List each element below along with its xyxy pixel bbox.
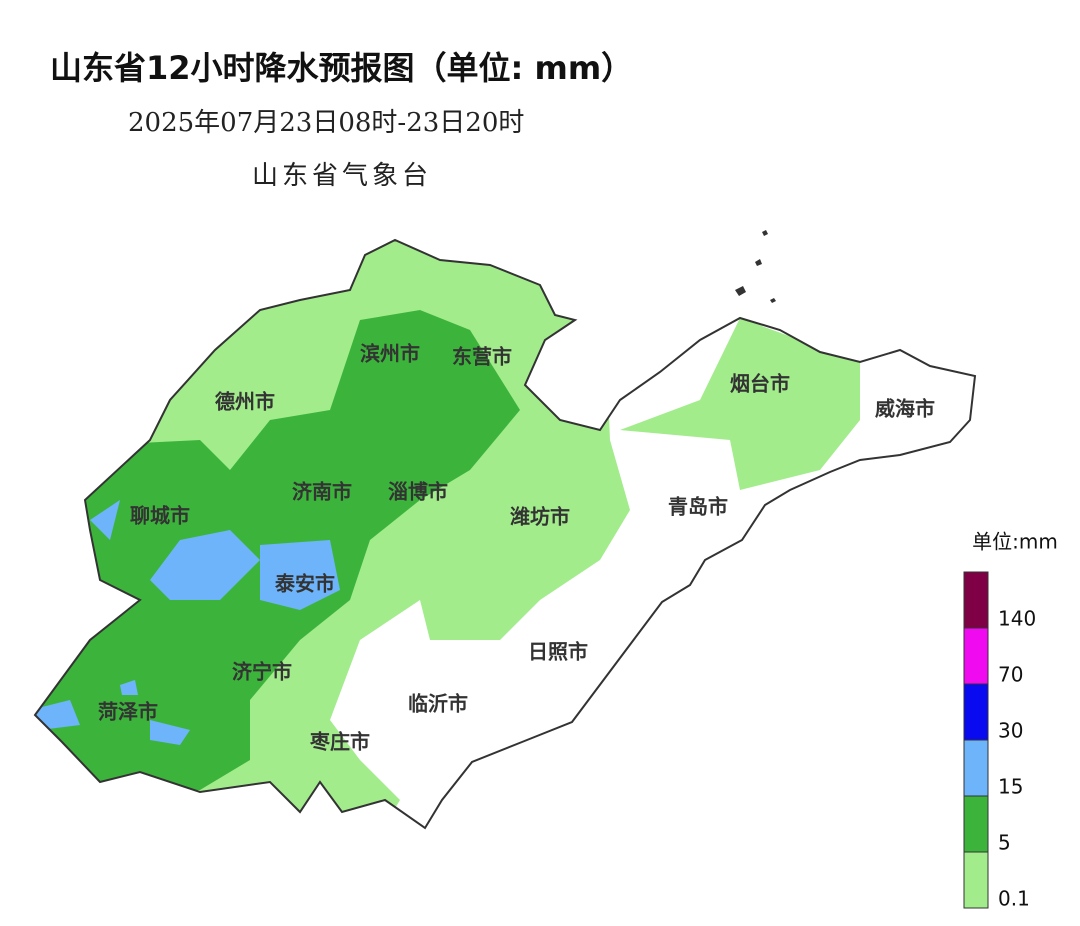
city-label: 东营市 <box>452 345 512 369</box>
legend-swatch <box>963 739 989 797</box>
islands <box>735 230 776 303</box>
legend-swatch <box>963 627 989 685</box>
legend-label: 15 <box>998 775 1023 799</box>
map-title: 山东省12小时降水预报图（单位: mm） <box>50 49 633 87</box>
legend-swatch <box>963 795 989 853</box>
city-label: 枣庄市 <box>309 730 370 754</box>
legend-swatch <box>963 851 989 909</box>
issuer: 山东省气象台 <box>252 161 432 191</box>
precip-fill <box>35 240 975 828</box>
city-label: 潍坊市 <box>510 505 570 529</box>
city-label: 临沂市 <box>408 692 468 716</box>
city-label: 济南市 <box>292 480 352 504</box>
city-label: 济宁市 <box>232 660 292 684</box>
legend-swatch <box>963 683 989 741</box>
city-label: 聊城市 <box>130 504 190 528</box>
city-label: 菏泽市 <box>98 700 158 724</box>
light-rain-area <box>620 318 860 490</box>
city-label: 日照市 <box>528 640 588 664</box>
legend: 单位:mm 0.1 5 15 30 70 140 <box>963 530 1058 911</box>
city-label: 烟台市 <box>730 372 790 396</box>
date-range: 2025年07月23日08时-23日20时 <box>128 108 524 138</box>
legend-label: 140 <box>998 607 1036 631</box>
legend-label: 70 <box>998 663 1023 687</box>
legend-label: 0.1 <box>998 887 1030 911</box>
city-label: 青岛市 <box>668 495 728 519</box>
city-label: 泰安市 <box>274 572 335 596</box>
city-label: 德州市 <box>215 390 275 414</box>
legend-swatch <box>963 571 989 629</box>
heavy-rain-area <box>35 500 340 745</box>
city-label: 威海市 <box>875 397 935 421</box>
legend-label: 5 <box>998 831 1011 855</box>
city-label: 淄博市 <box>388 480 448 504</box>
city-label: 滨州市 <box>360 342 420 366</box>
legend-title: 单位:mm <box>972 530 1058 554</box>
legend-label: 30 <box>998 719 1023 743</box>
